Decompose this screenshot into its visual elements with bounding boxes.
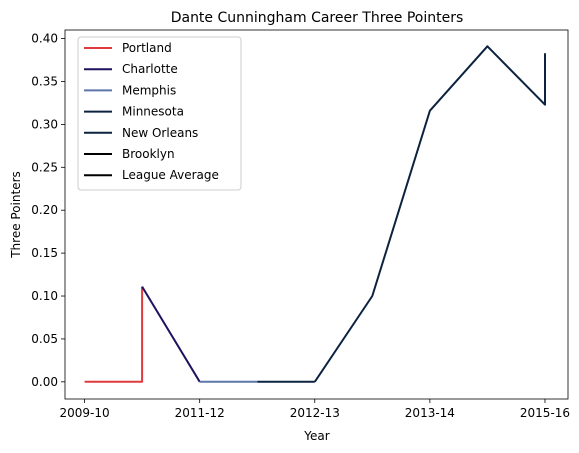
legend-label: Memphis [122,83,176,97]
x-tick-label: 2011-12 [175,406,225,420]
x-tick-label: 2013-14 [405,406,455,420]
series-line-charlotte [141,286,201,383]
y-tick-label: 0.40 [31,32,58,46]
y-axis: 0.00 0.05 0.10 0.15 0.20 0.25 0.30 0.35 0.40 [31,32,65,389]
chart-title: Dante Cunningham Career Three Pointers [171,10,464,26]
x-axis-label: Year [303,429,329,443]
y-tick-label: 0.05 [31,332,58,346]
y-tick-label: 0.00 [31,375,58,389]
y-tick-label: 0.20 [31,203,58,217]
legend-label: New Orleans [122,126,198,140]
series-layer [84,45,546,383]
series-line-new-orleans [313,45,546,383]
y-tick-label: 0.25 [31,160,58,174]
x-axis: 2009-102011-122012-132013-142015-162017-… [59,399,570,420]
x-tick-label: 2009-10 [59,406,109,420]
y-tick-label: 0.15 [31,246,58,260]
legend-label: League Average [122,168,219,182]
y-tick-label: 0.30 [31,117,58,131]
legend-label: Charlotte [122,62,178,76]
y-tick-label: 0.10 [31,289,58,303]
plot-frame [64,29,569,400]
legend-label: Minnesota [122,105,184,119]
y-tick-label: 0.35 [31,74,58,88]
y-axis-label: Three Pointers [9,171,23,259]
x-tick-label: 2015-16 [520,406,570,420]
legend-box [77,36,242,191]
legend-label: Brooklyn [122,147,175,161]
x-tick-label: 2012-13 [290,406,340,420]
legend-label: Portland [122,41,172,55]
series-line-portland [84,286,144,383]
legend: Portland Charlotte Memphis Minnesota New Orl… [77,36,242,191]
